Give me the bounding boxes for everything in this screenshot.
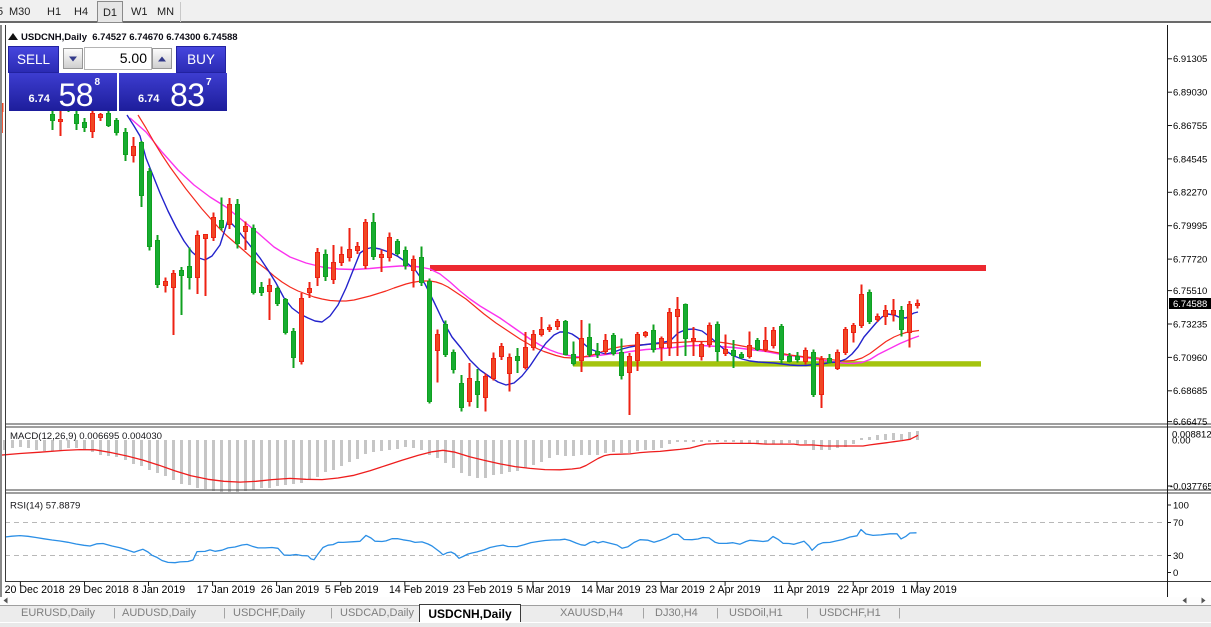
svg-text:6.73235: 6.73235 bbox=[1173, 319, 1207, 330]
svg-text:6.70960: 6.70960 bbox=[1173, 353, 1207, 364]
svg-text:23 Feb 2019: 23 Feb 2019 bbox=[453, 584, 513, 596]
svg-text:22 Apr 2019: 22 Apr 2019 bbox=[837, 584, 894, 596]
svg-text:14 Mar 2019: 14 Mar 2019 bbox=[581, 584, 641, 596]
svg-text:30: 30 bbox=[1173, 551, 1184, 562]
svg-text:0: 0 bbox=[1173, 568, 1178, 579]
svg-text:2 Apr 2019: 2 Apr 2019 bbox=[709, 584, 760, 596]
svg-text:17 Jan 2019: 17 Jan 2019 bbox=[197, 584, 255, 596]
svg-text:5 Mar 2019: 5 Mar 2019 bbox=[517, 584, 571, 596]
svg-text:6.82270: 6.82270 bbox=[1173, 188, 1207, 199]
svg-text:70: 70 bbox=[1173, 518, 1184, 529]
svg-text:6.89030: 6.89030 bbox=[1173, 88, 1207, 99]
svg-text:20 Dec 2018: 20 Dec 2018 bbox=[5, 584, 65, 596]
svg-text:RSI(14) 57.8879: RSI(14) 57.8879 bbox=[10, 501, 80, 512]
svg-text:6.84545: 6.84545 bbox=[1173, 154, 1207, 165]
svg-text:-0.037765: -0.037765 bbox=[1170, 482, 1211, 493]
svg-text:6.66475: 6.66475 bbox=[1173, 417, 1207, 428]
svg-text:1 May 2019: 1 May 2019 bbox=[901, 584, 956, 596]
svg-text:6.74588: 6.74588 bbox=[1173, 299, 1207, 310]
svg-text:0.008812: 0.008812 bbox=[1172, 430, 1211, 441]
svg-text:23 Mar 2019: 23 Mar 2019 bbox=[645, 584, 705, 596]
svg-text:6.91305: 6.91305 bbox=[1173, 54, 1207, 65]
svg-text:11 Apr 2019: 11 Apr 2019 bbox=[773, 584, 829, 596]
svg-text:6.75510: 6.75510 bbox=[1173, 286, 1207, 297]
svg-text:0.00: 0.00 bbox=[1172, 436, 1191, 447]
svg-text:14 Feb 2019: 14 Feb 2019 bbox=[389, 584, 449, 596]
svg-text:MACD(12,26,9) 0.006695 0.00403: MACD(12,26,9) 0.006695 0.004030 bbox=[10, 431, 162, 442]
svg-text:5 Feb 2019: 5 Feb 2019 bbox=[325, 584, 379, 596]
svg-text:6.68685: 6.68685 bbox=[1173, 386, 1207, 397]
svg-text:8 Jan 2019: 8 Jan 2019 bbox=[133, 584, 186, 596]
svg-text:6.79995: 6.79995 bbox=[1173, 221, 1207, 232]
svg-text:100: 100 bbox=[1173, 500, 1189, 511]
svg-text:6.77720: 6.77720 bbox=[1173, 255, 1207, 266]
svg-text:6.86755: 6.86755 bbox=[1173, 121, 1207, 132]
svg-text:29 Dec 2018: 29 Dec 2018 bbox=[69, 584, 129, 596]
svg-text:26 Jan 2019: 26 Jan 2019 bbox=[261, 584, 319, 596]
